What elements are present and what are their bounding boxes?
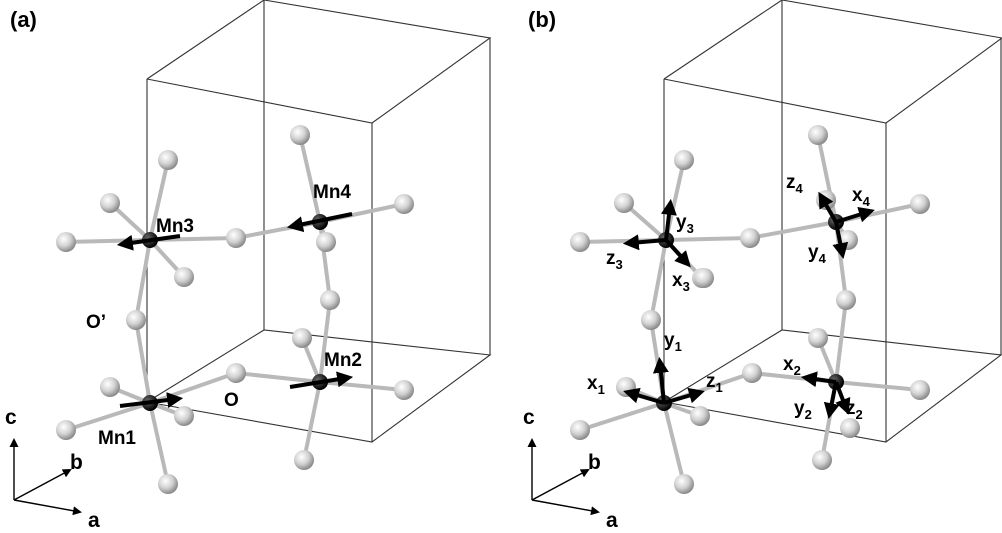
oxygen-atom (570, 420, 590, 440)
oxygen-atom (320, 290, 340, 310)
axis-label-a: a (606, 509, 618, 532)
label-x4: x4 (852, 185, 871, 209)
oxygen-atom (158, 474, 178, 494)
spin-arrows (116, 212, 354, 409)
oxygen-atom (174, 406, 194, 426)
local-axis-labels: y3 z3 x3 z4 x4 y4 y1 x1 z1 x2 y2 z2 (587, 172, 871, 422)
oxygen-atom (812, 450, 832, 470)
oxygen-atom (100, 377, 120, 397)
bonds (64, 133, 406, 486)
crystal-axes-b: c b a (523, 406, 618, 532)
axis-label-c: c (5, 406, 17, 429)
oxygen-atom (836, 290, 856, 310)
atom-labels: Mn3 Mn4 Mn2 Mn1 O’ O (86, 182, 362, 449)
spin-arrow-mn1 (119, 392, 184, 409)
panel-a-label: (a) (10, 7, 37, 32)
label-mn3: Mn3 (156, 216, 194, 237)
label-mn2: Mn2 (324, 350, 362, 371)
panel-b-label: (b) (528, 7, 556, 32)
oxygen-atom (840, 418, 860, 438)
local-axis-arrows (622, 191, 875, 420)
oxygen-atom (808, 328, 828, 348)
oxygen-atoms (570, 125, 930, 494)
oxygen-atom (910, 380, 930, 400)
oxygen-atom (292, 328, 312, 348)
oxygen-atom (226, 228, 246, 248)
label-z4: z4 (786, 172, 804, 196)
panel-a: Mn3 Mn4 Mn2 Mn1 O’ O (a) c b a (5, 0, 492, 532)
label-mn4: Mn4 (313, 182, 351, 203)
oxygen-atoms (56, 125, 414, 494)
oxygen-atom (674, 474, 694, 494)
spin-arrow-mn3 (116, 234, 181, 251)
spin-arrow-mn4 (286, 212, 353, 233)
crystal-axes-a: c b a (5, 406, 100, 532)
oxygen-atom (614, 193, 634, 213)
label-mn1: Mn1 (98, 428, 136, 449)
label-y3: y3 (676, 212, 694, 236)
oxygen-atom (570, 232, 590, 252)
oxygen-atom (226, 363, 246, 383)
unit-cell-box (663, 0, 1002, 443)
oxygen-atom (674, 150, 694, 170)
oxygen-atom (641, 310, 661, 330)
label-z3: z3 (606, 248, 623, 272)
oxygen-atom (694, 268, 714, 288)
axis-label-a: a (88, 509, 100, 532)
spin-arrow-mn2 (289, 371, 354, 389)
oxygen-atom (294, 450, 314, 470)
oxygen-atom (56, 420, 76, 440)
label-y4: y4 (808, 242, 827, 266)
oxygen-atom (126, 310, 146, 330)
oxygen-atom (910, 194, 930, 214)
oxygen-atom (316, 232, 336, 252)
bonds (578, 133, 922, 486)
label-o: O (224, 390, 239, 411)
oxygen-atom (690, 406, 710, 426)
oxygen-atom (808, 125, 828, 145)
panel-b: y3 z3 x3 z4 x4 y4 y1 x1 z1 x2 y2 z2 (b) … (523, 0, 1002, 532)
oxygen-atom (158, 150, 178, 170)
axis-label-c: c (523, 406, 535, 429)
oxygen-atom (394, 194, 414, 214)
axis-label-b: b (70, 451, 83, 474)
label-y1: y1 (664, 330, 682, 354)
label-o-prime: O’ (86, 312, 106, 333)
oxygen-atom (290, 125, 310, 145)
label-z1: z1 (706, 371, 723, 395)
oxygen-atom (740, 228, 760, 248)
unit-cell-box (146, 0, 492, 443)
oxygen-atom (742, 363, 762, 383)
label-z2: z2 (846, 398, 863, 422)
oxygen-atom (174, 267, 194, 287)
label-x2: x2 (783, 354, 801, 378)
label-y2: y2 (794, 398, 812, 422)
label-x1: x1 (587, 373, 605, 397)
oxygen-atom (56, 232, 76, 252)
oxygen-atom (100, 193, 120, 213)
oxygen-atom (394, 380, 414, 400)
label-x3: x3 (672, 270, 690, 294)
axis-label-b: b (588, 451, 601, 474)
